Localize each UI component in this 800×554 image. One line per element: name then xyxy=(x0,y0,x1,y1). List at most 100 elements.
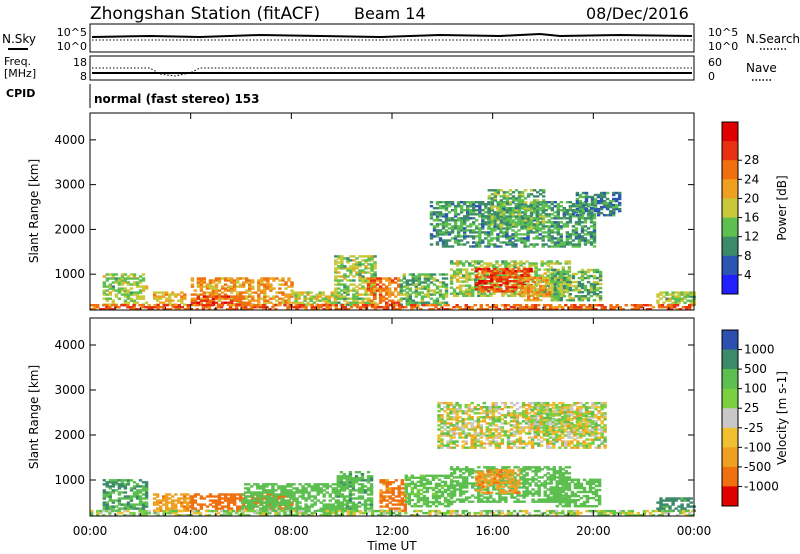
velocity-cell xyxy=(525,468,529,471)
power-cell xyxy=(355,291,359,294)
velocity-cell xyxy=(452,472,457,475)
velocity-cell xyxy=(413,476,417,479)
velocity-cell xyxy=(141,501,146,504)
power-cell xyxy=(550,201,554,204)
velocity-cell xyxy=(174,507,178,510)
power-cell xyxy=(511,219,516,222)
power-cell xyxy=(648,308,653,311)
power-cell xyxy=(190,283,195,286)
power-cell xyxy=(248,295,252,298)
power-cell xyxy=(312,295,316,298)
power-cell xyxy=(489,262,493,265)
power-cell xyxy=(453,213,458,216)
power-cell xyxy=(493,223,497,226)
velocity-cell xyxy=(455,466,460,469)
power-cell xyxy=(361,299,365,302)
power-cell xyxy=(417,273,422,276)
velocity-cell xyxy=(331,497,335,500)
velocity-cell xyxy=(253,497,257,500)
velocity-cell xyxy=(226,493,231,496)
power-cell xyxy=(578,199,583,203)
power-cell xyxy=(290,283,294,286)
power-cell xyxy=(245,297,249,300)
power-cell xyxy=(196,285,201,288)
power-cell xyxy=(522,262,526,265)
power-cell xyxy=(471,286,475,289)
velocity-cell xyxy=(501,466,505,469)
power-cell xyxy=(680,297,684,300)
power-cell xyxy=(571,299,576,302)
power-cell xyxy=(420,299,425,302)
power-cell xyxy=(397,277,401,280)
velocity-cell xyxy=(283,487,287,490)
power-cell xyxy=(562,241,566,244)
power-cell xyxy=(490,269,494,273)
velocity-cell xyxy=(357,505,362,508)
power-cell xyxy=(520,219,525,222)
power-cell xyxy=(595,276,600,280)
power-cell xyxy=(372,297,377,300)
velocity-cell xyxy=(449,486,454,489)
power-cell xyxy=(111,285,115,288)
velocity-cell xyxy=(452,488,457,491)
power-cell xyxy=(469,201,473,204)
velocity-cell xyxy=(232,497,237,500)
velocity-cell xyxy=(152,501,157,504)
power-cell xyxy=(588,306,592,309)
power-cell xyxy=(553,286,557,290)
velocity-cell xyxy=(354,505,359,508)
power-cell xyxy=(361,271,365,274)
nave-tick-bottom: 0 xyxy=(708,70,715,83)
power-cell xyxy=(217,289,222,292)
velocity-cell xyxy=(202,503,207,506)
power-cell xyxy=(462,294,466,297)
velocity-cell xyxy=(465,482,469,485)
velocity-cell xyxy=(404,496,408,500)
power-cell xyxy=(458,290,463,293)
power-cell xyxy=(499,271,503,275)
power-cell xyxy=(309,297,313,300)
velocity-cell xyxy=(366,471,371,474)
power-cell xyxy=(508,286,512,289)
velocity-cell xyxy=(410,474,414,477)
velocity-cell xyxy=(348,483,353,486)
velocity-cell xyxy=(271,491,275,494)
velocity-cell xyxy=(152,503,157,506)
power-cell xyxy=(612,308,616,311)
power-cell xyxy=(126,291,131,294)
colorbar-tick-label: 12 xyxy=(744,230,759,244)
power-cell xyxy=(232,287,237,290)
velocity-cell xyxy=(437,488,442,492)
power-cell xyxy=(537,304,541,307)
power-cell xyxy=(520,201,525,204)
power-cell xyxy=(199,289,204,292)
power-cell xyxy=(552,308,556,311)
power-cell xyxy=(514,223,519,226)
velocity-cell xyxy=(483,488,487,491)
velocity-cell xyxy=(410,476,414,479)
power-cell xyxy=(541,239,545,242)
power-cell xyxy=(455,274,460,277)
power-cell xyxy=(544,203,548,206)
velocity-cell xyxy=(123,479,128,482)
power-cell xyxy=(208,283,213,286)
power-cell xyxy=(592,235,597,238)
power-cell xyxy=(549,266,553,269)
power-cell xyxy=(686,299,690,302)
power-cell xyxy=(520,195,525,198)
power-cell xyxy=(538,229,542,232)
power-cell xyxy=(483,274,487,277)
velocity-cell xyxy=(416,498,421,502)
velocity-cell xyxy=(425,505,430,508)
power-cell xyxy=(452,292,457,295)
power-cell xyxy=(552,270,556,273)
power-cell xyxy=(536,282,540,286)
velocity-cell xyxy=(513,466,517,469)
power-cell xyxy=(372,281,377,284)
power-cell xyxy=(315,295,319,298)
velocity-cell xyxy=(379,495,383,498)
power-cell xyxy=(208,287,213,290)
power-cell xyxy=(417,293,422,296)
power-cell xyxy=(417,287,422,290)
